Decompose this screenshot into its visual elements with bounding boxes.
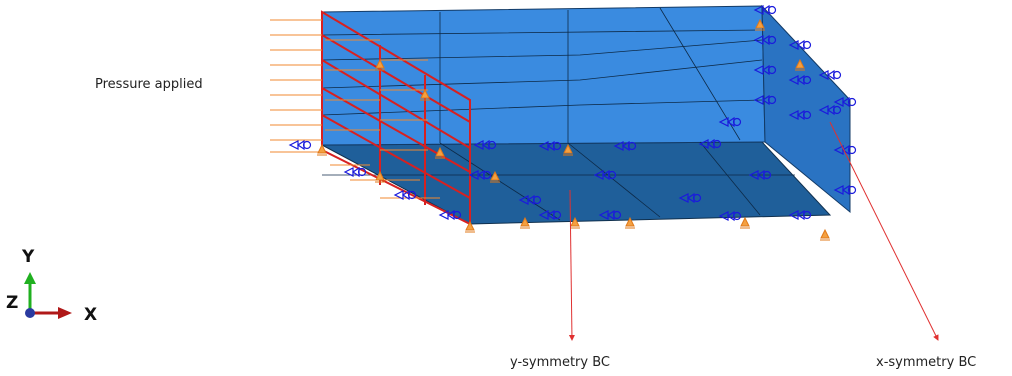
fea-model-view: Pressure applied y-symmetry BC x-symmetr…	[0, 0, 1012, 376]
bottom-face	[322, 142, 830, 224]
annotation: x-symmetry BC	[876, 355, 976, 370]
annotation: y-symmetry BC	[510, 355, 610, 370]
axis-triad: Y Z X	[6, 247, 97, 325]
top-face	[322, 6, 765, 145]
annotation: Pressure applied	[95, 77, 203, 92]
axis-label: Y	[21, 247, 35, 267]
axis-label: X	[84, 305, 97, 325]
axis-label: Z	[6, 293, 18, 313]
leader-line	[830, 122, 938, 340]
